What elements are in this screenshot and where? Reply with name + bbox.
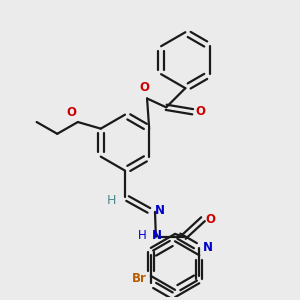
Text: H: H	[107, 194, 116, 207]
Text: O: O	[140, 81, 150, 94]
Text: N: N	[203, 242, 213, 254]
Text: O: O	[66, 106, 76, 119]
Text: O: O	[195, 105, 205, 118]
Text: Br: Br	[131, 272, 146, 285]
Text: N: N	[152, 230, 162, 242]
Text: H: H	[138, 230, 146, 242]
Text: N: N	[155, 205, 165, 218]
Text: O: O	[206, 213, 215, 226]
